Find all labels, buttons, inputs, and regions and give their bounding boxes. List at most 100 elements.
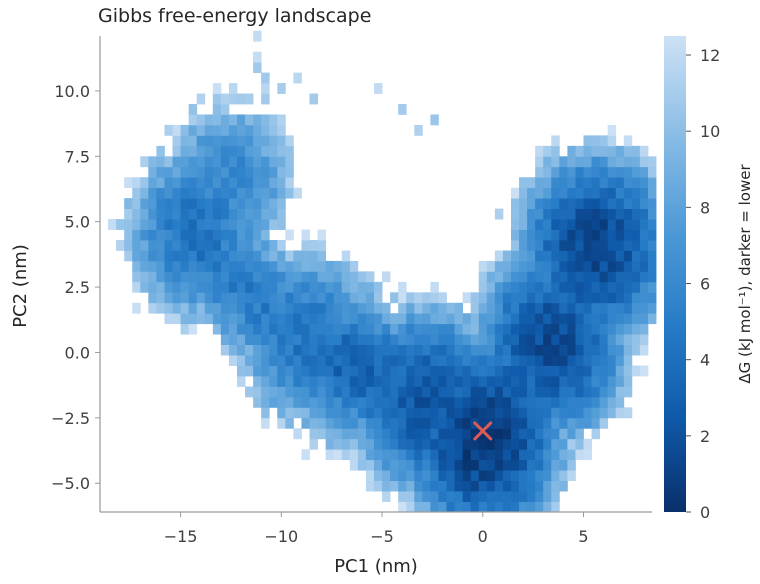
- heatmap-cell: [406, 417, 415, 429]
- y-ticks: −5.0−2.50.02.55.07.510.0: [51, 82, 100, 493]
- heatmap-cell: [631, 187, 641, 199]
- heatmap-cell: [527, 292, 536, 304]
- heatmap-cell: [510, 428, 520, 440]
- heatmap-cell: [269, 376, 278, 387]
- heatmap-cell: [285, 229, 294, 241]
- heatmap-cell: [607, 376, 617, 387]
- heatmap-cell: [575, 156, 584, 168]
- heatmap-cell: [277, 135, 286, 147]
- heatmap-cell: [430, 428, 439, 440]
- heatmap-cell: [253, 177, 262, 189]
- heatmap-cell: [470, 396, 480, 408]
- heatmap-cell: [422, 313, 431, 325]
- heatmap-cell: [269, 135, 278, 147]
- heatmap-cell: [430, 438, 439, 450]
- heatmap-cell: [325, 386, 335, 398]
- heatmap-cell: [349, 396, 359, 408]
- heatmap-cell: [333, 271, 343, 283]
- heatmap-cell: [494, 449, 504, 461]
- heatmap-cell: [583, 187, 592, 199]
- heatmap-cell: [631, 156, 641, 168]
- heatmap-cell: [253, 365, 262, 377]
- heatmap-cell: [551, 156, 560, 168]
- heatmap-cell: [502, 417, 512, 429]
- heatmap-cell: [623, 187, 633, 199]
- heatmap-cell: [285, 166, 294, 178]
- heatmap-cell: [454, 323, 464, 335]
- heatmap-cell: [551, 313, 560, 325]
- heatmap-cell: [543, 260, 552, 272]
- heatmap-cell: [446, 386, 455, 398]
- heatmap-cell: [478, 396, 488, 408]
- heatmap-cell: [349, 334, 359, 346]
- marker-stroke: [473, 421, 493, 441]
- heatmap-cell: [349, 459, 359, 471]
- heatmap-cell: [253, 229, 262, 241]
- heatmap-cell: [236, 229, 246, 241]
- heatmap-cell: [301, 260, 310, 272]
- heatmap-cell: [277, 240, 286, 251]
- heatmap-cell: [253, 271, 262, 283]
- heatmap-cell: [543, 219, 552, 230]
- heatmap-cell: [228, 240, 238, 251]
- heatmap-cell: [382, 480, 391, 492]
- heatmap-cell: [559, 229, 568, 241]
- colorbar-tick-label: 8: [700, 198, 710, 217]
- heatmap-cell: [591, 240, 601, 251]
- heatmap-cell: [228, 313, 238, 325]
- heatmap-cell: [212, 302, 222, 314]
- heatmap-cell: [567, 166, 576, 178]
- heatmap-cell: [349, 355, 359, 366]
- heatmap-cell: [140, 250, 149, 262]
- heatmap-cell: [414, 334, 423, 346]
- heatmap-cell: [502, 438, 512, 450]
- heatmap-cell: [599, 208, 609, 220]
- heatmap-cell: [430, 344, 439, 356]
- heatmap-cell: [551, 198, 560, 210]
- heatmap-cell: [325, 302, 335, 314]
- heatmap-cell: [220, 124, 230, 136]
- heatmap-cell: [349, 407, 359, 419]
- heatmap-cell: [470, 386, 480, 398]
- heatmap-cell: [639, 240, 649, 251]
- heatmap-cell: [575, 229, 584, 241]
- heatmap-cell: [236, 135, 246, 147]
- heatmap-cell: [365, 428, 375, 440]
- heatmap-cell: [365, 459, 375, 471]
- heatmap-cell: [519, 459, 528, 471]
- heatmap-cell: [551, 177, 560, 189]
- heatmap-cell: [583, 355, 592, 366]
- heatmap-cell: [583, 177, 592, 189]
- heatmap-cell: [180, 292, 190, 304]
- heatmap-cell: [236, 156, 246, 168]
- heatmap-cell: [212, 208, 222, 220]
- heatmap-cell: [253, 334, 262, 346]
- heatmap-cell: [454, 313, 464, 325]
- heatmap-cell: [478, 344, 488, 356]
- heatmap-cell: [599, 396, 609, 408]
- heatmap-cell: [607, 250, 617, 262]
- heatmap-cell: [414, 407, 423, 419]
- heatmap-cell: [454, 480, 464, 492]
- heatmap-cell: [567, 470, 576, 482]
- heatmap-cell: [591, 302, 601, 314]
- heatmap-cell: [196, 219, 206, 230]
- heatmap-cell: [333, 438, 343, 450]
- heatmap-cell: [535, 407, 544, 419]
- heatmap-cell: [527, 396, 536, 408]
- heatmap-cell: [382, 459, 391, 471]
- heatmap-cell: [285, 250, 294, 262]
- heatmap-cell: [285, 407, 294, 419]
- heatmap-cell: [599, 407, 609, 419]
- heatmap-cell: [349, 302, 359, 314]
- heatmap-cell: [236, 344, 246, 356]
- heatmap-cell: [591, 156, 601, 168]
- heatmap-cell: [543, 198, 552, 210]
- heatmap-cell: [357, 281, 367, 293]
- heatmap-cell: [486, 386, 496, 398]
- heatmap-cell: [575, 292, 584, 304]
- heatmap-cell: [293, 302, 302, 314]
- heatmap-cell: [623, 376, 633, 387]
- heatmap-cell: [301, 449, 310, 461]
- heatmap-cell: [470, 428, 480, 440]
